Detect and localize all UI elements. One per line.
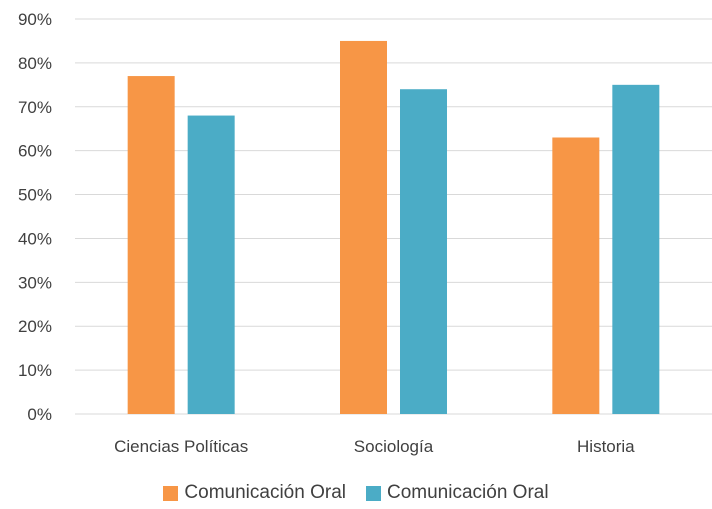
legend-label-series-1: Comunicación Oral [184, 482, 346, 503]
legend-swatch-series-2 [366, 485, 381, 501]
x-tick-label: Ciencias Políticas [114, 437, 248, 456]
y-tick-label: 30% [18, 273, 52, 292]
bar-chart: 0% 10% 20% 30% 40% 50% 60% 70% 80% 90% Ciencias Po… [18, 10, 712, 456]
y-tick-label: 40% [18, 229, 52, 248]
bar-series-1-1 [340, 40, 387, 414]
legend-item-series-2: Comunicación Oral [366, 482, 549, 504]
bar-series-2-1 [400, 89, 447, 414]
legend: Comunicación Oral Comunicación Oral [0, 480, 712, 506]
y-tick-label: 60% [18, 142, 52, 161]
x-tick-label: Historia [577, 437, 635, 456]
y-tick-label: 0% [27, 405, 52, 424]
bar-series-2-0 [187, 115, 235, 415]
bar-series-1-2 [552, 137, 600, 414]
legend-item-series-1: Comunicación Oral [163, 482, 346, 504]
y-tick-label: 70% [18, 98, 52, 117]
legend-label-series-2: Comunicación Oral [387, 482, 549, 503]
bar-series-2-2 [612, 84, 660, 414]
x-tick-label: Sociología [354, 437, 434, 456]
y-tick-label: 90% [18, 10, 52, 29]
y-tick-label: 80% [18, 54, 52, 73]
legend-swatch-series-1 [163, 485, 179, 501]
y-tick-label: 50% [18, 186, 52, 205]
y-tick-label: 20% [18, 317, 52, 336]
y-tick-label: 10% [18, 361, 52, 380]
bar-series-1-0 [127, 76, 175, 415]
